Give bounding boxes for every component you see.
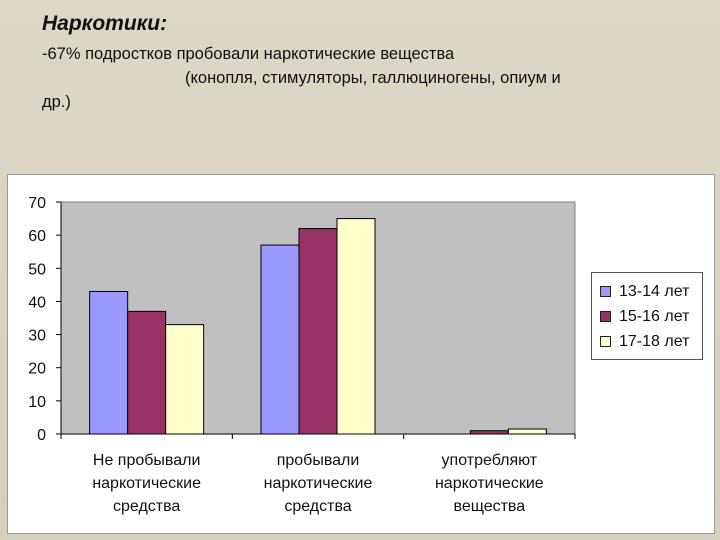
body-line-1: -67% подростков пробовали наркотические … (42, 45, 455, 63)
y-tick-label: 30 (28, 328, 46, 345)
legend-label: 13-14 лет (619, 282, 690, 300)
y-tick-label: 50 (28, 261, 46, 278)
slide-body-text: -67% подростков пробовали наркотические … (42, 42, 682, 114)
category-label: вещества (454, 498, 526, 515)
legend-swatch (600, 311, 611, 322)
bar (165, 324, 205, 435)
legend-item-17-18: 17-18 лет (600, 329, 702, 354)
y-tick-label: 10 (28, 394, 46, 411)
y-tick-label: 70 (28, 195, 46, 212)
category-label: наркотические (264, 475, 373, 492)
category-label: средства (284, 498, 351, 515)
legend-label: 15-16 лет (619, 307, 690, 325)
y-tick-label: 40 (28, 294, 46, 311)
category-label: наркотические (435, 475, 544, 492)
category-label: пробывали (277, 452, 360, 469)
category-label: средства (113, 498, 180, 515)
bar (260, 244, 300, 435)
y-tick-label: 0 (37, 427, 46, 444)
y-tick-label: 60 (28, 228, 46, 245)
body-line-3: др.) (42, 93, 71, 111)
legend-label: 17-18 лет (619, 332, 690, 350)
bar (336, 218, 376, 435)
bar (507, 428, 547, 435)
legend-swatch (600, 336, 611, 347)
bar (127, 310, 167, 435)
bar (469, 430, 509, 435)
body-line-2: (конопля, стимуляторы, галлюциногены, оп… (185, 69, 561, 87)
chart-legend: 13-14 лет 15-16 лет 17-18 лет (591, 272, 703, 360)
legend-item-13-14: 13-14 лет (600, 279, 702, 304)
legend-item-15-16: 15-16 лет (600, 304, 702, 329)
y-tick-label: 20 (28, 361, 46, 378)
legend-swatch (600, 286, 611, 297)
bar (89, 290, 129, 435)
category-label: употребляют (442, 452, 538, 469)
category-label: Не пробывали (93, 452, 201, 469)
slide-heading: Наркотики: (42, 12, 168, 35)
bar (298, 228, 338, 435)
category-label: наркотические (92, 475, 201, 492)
